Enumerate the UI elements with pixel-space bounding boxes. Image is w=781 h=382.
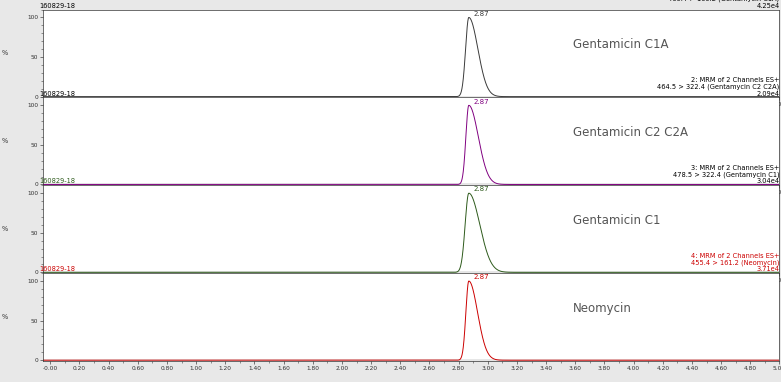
Text: %: %	[2, 314, 8, 320]
Text: Gentamicin C2 C2A: Gentamicin C2 C2A	[573, 126, 688, 139]
Text: 160829-18: 160829-18	[39, 178, 75, 185]
Text: 2.87: 2.87	[473, 274, 489, 280]
Text: 160829-18: 160829-18	[39, 91, 75, 97]
Text: 2.87: 2.87	[473, 11, 489, 17]
Text: 160829-18: 160829-18	[39, 266, 75, 272]
Text: 3: MRM of 2 Channels ES+
478.5 > 322.4 (Gentamycin C1)
3.04e4: 3: MRM of 2 Channels ES+ 478.5 > 322.4 (…	[672, 165, 779, 185]
Text: 1: MRM of 2 Channels ES+
460.4 > 160.2 (Gentamycin C1A)
4.25e4: 1: MRM of 2 Channels ES+ 460.4 > 160.2 (…	[669, 0, 779, 9]
Text: %: %	[2, 138, 8, 144]
Text: 2.87: 2.87	[473, 186, 489, 193]
Text: 160829-18: 160829-18	[39, 3, 75, 9]
Text: %: %	[2, 226, 8, 232]
Text: Gentamicin C1: Gentamicin C1	[573, 214, 661, 227]
Text: Gentamicin C1A: Gentamicin C1A	[573, 38, 669, 51]
Text: 4: MRM of 2 Channels ES+
455.4 > 161.2 (Neomycin)
3.71e4: 4: MRM of 2 Channels ES+ 455.4 > 161.2 (…	[691, 253, 779, 272]
Text: %: %	[2, 50, 8, 57]
Text: 2: MRM of 2 Channels ES+
464.5 > 322.4 (Gentamycin C2 C2A)
2.09e4: 2: MRM of 2 Channels ES+ 464.5 > 322.4 (…	[657, 77, 779, 97]
Text: Neomycin: Neomycin	[573, 302, 632, 315]
Text: 2.87: 2.87	[473, 99, 489, 105]
